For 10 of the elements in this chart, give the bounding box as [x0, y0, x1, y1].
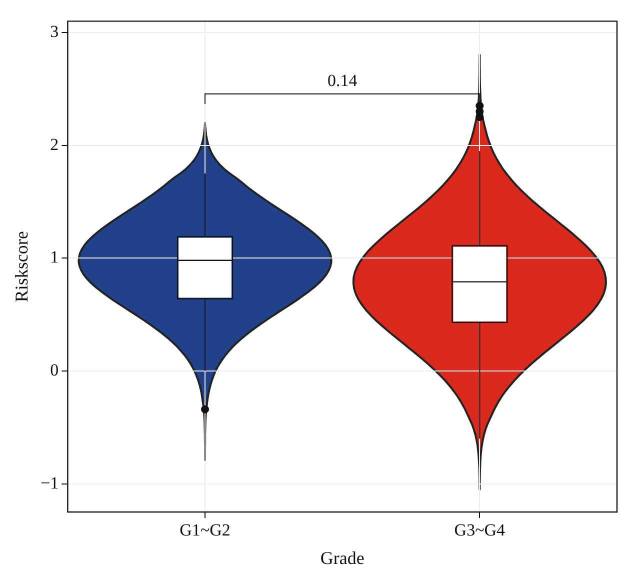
y-tick-label: −1: [40, 473, 59, 492]
x-axis-title: Grade: [320, 548, 364, 568]
y-tick-label: 1: [50, 248, 59, 267]
y-tick-label: 0: [50, 360, 59, 380]
y-tick-label: 3: [50, 22, 59, 41]
y-axis-title: Riskscore: [12, 231, 32, 302]
annotation: 0.14: [327, 70, 358, 90]
y-tick-label: 2: [50, 134, 59, 154]
x-tick-label: G3~G4: [454, 520, 506, 540]
x-tick-label: G1~G2: [180, 520, 230, 540]
